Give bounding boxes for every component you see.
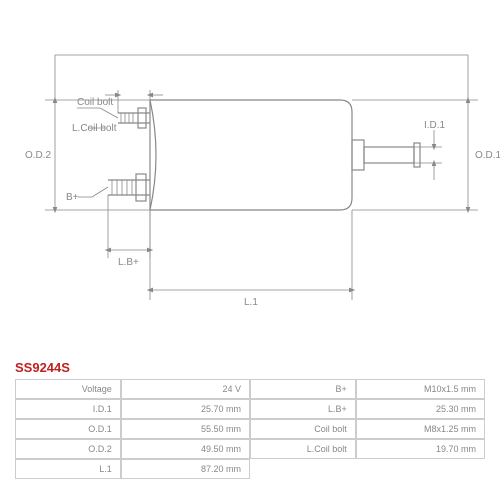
spec-label: I.D.1 <box>15 399 121 419</box>
spec-table-area: SS9244S Voltage 24 V I.D.1 25.70 mm O.D.… <box>0 360 500 479</box>
table-row: L.Coil bolt 19.70 mm <box>250 439 485 459</box>
spec-label: Voltage <box>15 379 121 399</box>
spec-label: L.Coil bolt <box>250 439 356 459</box>
solenoid-diagram-svg: O.D.2 O.D.1 I.D.1 L.1 L.B+ <box>0 0 500 360</box>
spec-label: L.B+ <box>250 399 356 419</box>
spec-value: 24 V <box>121 379 250 399</box>
coilbolt-label: Coil bolt <box>77 97 113 108</box>
spec-table: Voltage 24 V I.D.1 25.70 mm O.D.1 55.50 … <box>15 379 485 479</box>
table-row: O.D.2 49.50 mm <box>15 439 250 459</box>
spec-value: 25.70 mm <box>121 399 250 419</box>
spec-value: M10x1.5 mm <box>356 379 485 399</box>
lcoilbolt-label: L.Coil bolt <box>72 123 117 134</box>
spec-value: M8x1.25 mm <box>356 419 485 439</box>
spec-label: O.D.2 <box>15 439 121 459</box>
table-row: L.B+ 25.30 mm <box>250 399 485 419</box>
od2-label: O.D.2 <box>25 150 52 161</box>
part-number: SS9244S <box>15 360 485 375</box>
spec-col-left: Voltage 24 V I.D.1 25.70 mm O.D.1 55.50 … <box>15 379 250 479</box>
lbplus-label: L.B+ <box>118 257 139 268</box>
spec-col-right: B+ M10x1.5 mm L.B+ 25.30 mm Coil bolt M8… <box>250 379 485 479</box>
spec-label: Coil bolt <box>250 419 356 439</box>
table-row: B+ M10x1.5 mm <box>250 379 485 399</box>
bplus-label: B+ <box>66 192 79 203</box>
spec-value: 49.50 mm <box>121 439 250 459</box>
table-row: O.D.1 55.50 mm <box>15 419 250 439</box>
table-row: I.D.1 25.70 mm <box>15 399 250 419</box>
spec-label: B+ <box>250 379 356 399</box>
spec-value: 19.70 mm <box>356 439 485 459</box>
technical-drawing: O.D.2 O.D.1 I.D.1 L.1 L.B+ <box>0 0 500 360</box>
spec-value: 55.50 mm <box>121 419 250 439</box>
spec-label: L.1 <box>15 459 121 479</box>
spec-value: 25.30 mm <box>356 399 485 419</box>
id1-label: I.D.1 <box>424 120 446 131</box>
l1-label: L.1 <box>244 297 258 308</box>
spec-label: O.D.1 <box>15 419 121 439</box>
table-row: Coil bolt M8x1.25 mm <box>250 419 485 439</box>
table-row: Voltage 24 V <box>15 379 250 399</box>
table-row: L.1 87.20 mm <box>15 459 250 479</box>
page-container: O.D.2 O.D.1 I.D.1 L.1 L.B+ <box>0 0 500 500</box>
od1-label: O.D.1 <box>475 150 500 161</box>
spec-value: 87.20 mm <box>121 459 250 479</box>
